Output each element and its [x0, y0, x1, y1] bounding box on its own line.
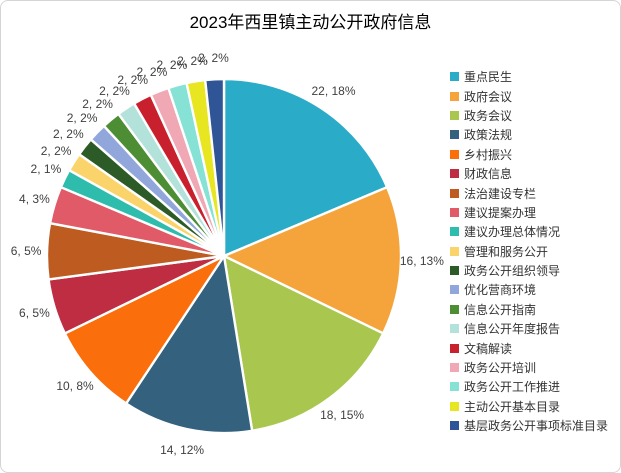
legend-label: 政府会议 — [464, 89, 513, 104]
legend-item-7: 法治建设专栏 — [450, 183, 618, 202]
legend-label: 重点民生 — [464, 70, 513, 85]
pie-slice-1 — [222, 77, 389, 258]
legend-swatch-icon — [450, 246, 459, 256]
legend-label: 政务公开工作推进 — [464, 380, 561, 395]
legend-label: 管理和服务公开 — [464, 244, 549, 259]
legend-swatch-icon — [450, 207, 459, 217]
legend-item-13: 信息公开指南 — [450, 300, 618, 319]
legend-swatch-icon — [450, 130, 459, 140]
legend-item-6: 财政信息 — [450, 164, 618, 183]
legend-label: 政务公开培训 — [464, 361, 537, 376]
legend-label: 政务会议 — [464, 108, 513, 123]
legend-item-4: 政策法规 — [450, 125, 618, 144]
data-label-11: 2, 2% — [52, 126, 84, 141]
data-label-15: 2, 2% — [117, 73, 149, 88]
legend-item-8: 建议提案办理 — [450, 203, 618, 222]
legend-swatch-icon — [450, 266, 459, 276]
legend-label: 文稿解读 — [464, 341, 513, 356]
legend-label: 法治建设专栏 — [464, 186, 537, 201]
data-label-18: 2, 2% — [177, 53, 208, 68]
legend-item-15: 文稿解读 — [450, 338, 618, 357]
legend-label: 优化营商环境 — [464, 283, 537, 298]
data-label-17: 2, 2% — [156, 58, 188, 72]
data-label-10: 2, 2% — [40, 144, 72, 158]
legend-swatch-icon — [450, 324, 459, 334]
legend-swatch-icon — [450, 401, 459, 411]
chart-legend: 重点民生政府会议政务会议政策法规乡村振兴财政信息法治建设专栏 建议提案办理建议办理… — [450, 67, 618, 435]
pie-slice-3 — [222, 254, 385, 432]
legend-item-16: 政务公开培训 — [450, 358, 618, 377]
legend-item-11: 政务公开组织领导 — [450, 261, 618, 280]
legend-label: 信息公开指南 — [464, 302, 537, 317]
legend-label: 信息公开年度报告 — [464, 322, 561, 337]
legend-item-18: 主动公开基本目录 — [450, 397, 618, 416]
data-label-14: 2, 2% — [99, 84, 130, 98]
legend-swatch-icon — [450, 363, 459, 373]
legend-item-2: 政府会议 — [450, 86, 618, 105]
legend-swatch-icon — [450, 421, 459, 431]
legend-swatch-icon — [450, 110, 459, 120]
legend-item-12: 优化营商环境 — [450, 280, 618, 299]
legend-swatch-icon — [450, 188, 459, 198]
data-label-2: 16, 13% — [399, 254, 444, 269]
pie-slice-19 — [203, 77, 226, 258]
data-label-7: 6, 5% — [10, 243, 42, 258]
legend-item-1: 重点民生 — [450, 67, 618, 86]
legend-swatch-icon — [450, 227, 459, 237]
legend-label: 财政信息 — [464, 167, 513, 182]
data-label-8: 4, 3% — [19, 191, 50, 206]
legend-label: 政策法规 — [464, 128, 513, 143]
legend-item-10: 管理和服务公开 — [450, 242, 618, 261]
legend-item-19: 基层政务公开事项标准目录 — [450, 416, 618, 435]
data-label-16: 2, 2% — [136, 64, 168, 79]
data-label-5: 10, 8% — [56, 379, 94, 394]
legend-label: 政务公开组织领导 — [464, 264, 561, 279]
data-label-13: 2, 2% — [82, 96, 113, 111]
legend-swatch-icon — [450, 304, 459, 314]
legend-swatch-icon — [450, 343, 459, 353]
legend-item-9: 建议办理总体情况 — [450, 222, 618, 241]
legend-item-5: 乡村振兴 — [450, 145, 618, 164]
data-label-3: 18, 15% — [320, 407, 365, 422]
legend-swatch-icon — [450, 169, 459, 179]
pie-slice-5 — [63, 254, 226, 405]
legend-label: 基层政务公开事项标准目录 — [464, 419, 609, 434]
chart-title: 2023年西里镇主动公开政府信息 — [189, 13, 432, 32]
data-label-19: 2, 2% — [198, 51, 229, 66]
legend-swatch-icon — [450, 149, 459, 159]
pie-slice-2 — [222, 185, 403, 335]
legend-swatch-icon — [450, 382, 459, 392]
data-label-12: 2, 2% — [66, 110, 98, 125]
data-label-6: 6, 5% — [19, 306, 50, 321]
legend-swatch-icon — [450, 91, 459, 101]
legend-label: 建议办理总体情况 — [464, 225, 561, 240]
legend-item-14: 信息公开年度报告 — [450, 319, 618, 338]
legend-swatch-icon — [450, 285, 459, 295]
pie-slice-4 — [124, 254, 254, 435]
data-label-1: 22, 18% — [311, 84, 356, 98]
legend-item-17: 政务公开工作推进 — [450, 377, 618, 396]
data-label-9: 2, 1% — [30, 162, 62, 177]
legend-swatch-icon — [450, 72, 459, 82]
legend-label: 建议提案办理 — [464, 205, 537, 220]
legend-label: 乡村振兴 — [464, 147, 513, 162]
legend-label: 主动公开基本目录 — [464, 399, 561, 414]
legend-item-3: 政务会议 — [450, 106, 618, 125]
data-label-4: 14, 12% — [160, 442, 205, 457]
